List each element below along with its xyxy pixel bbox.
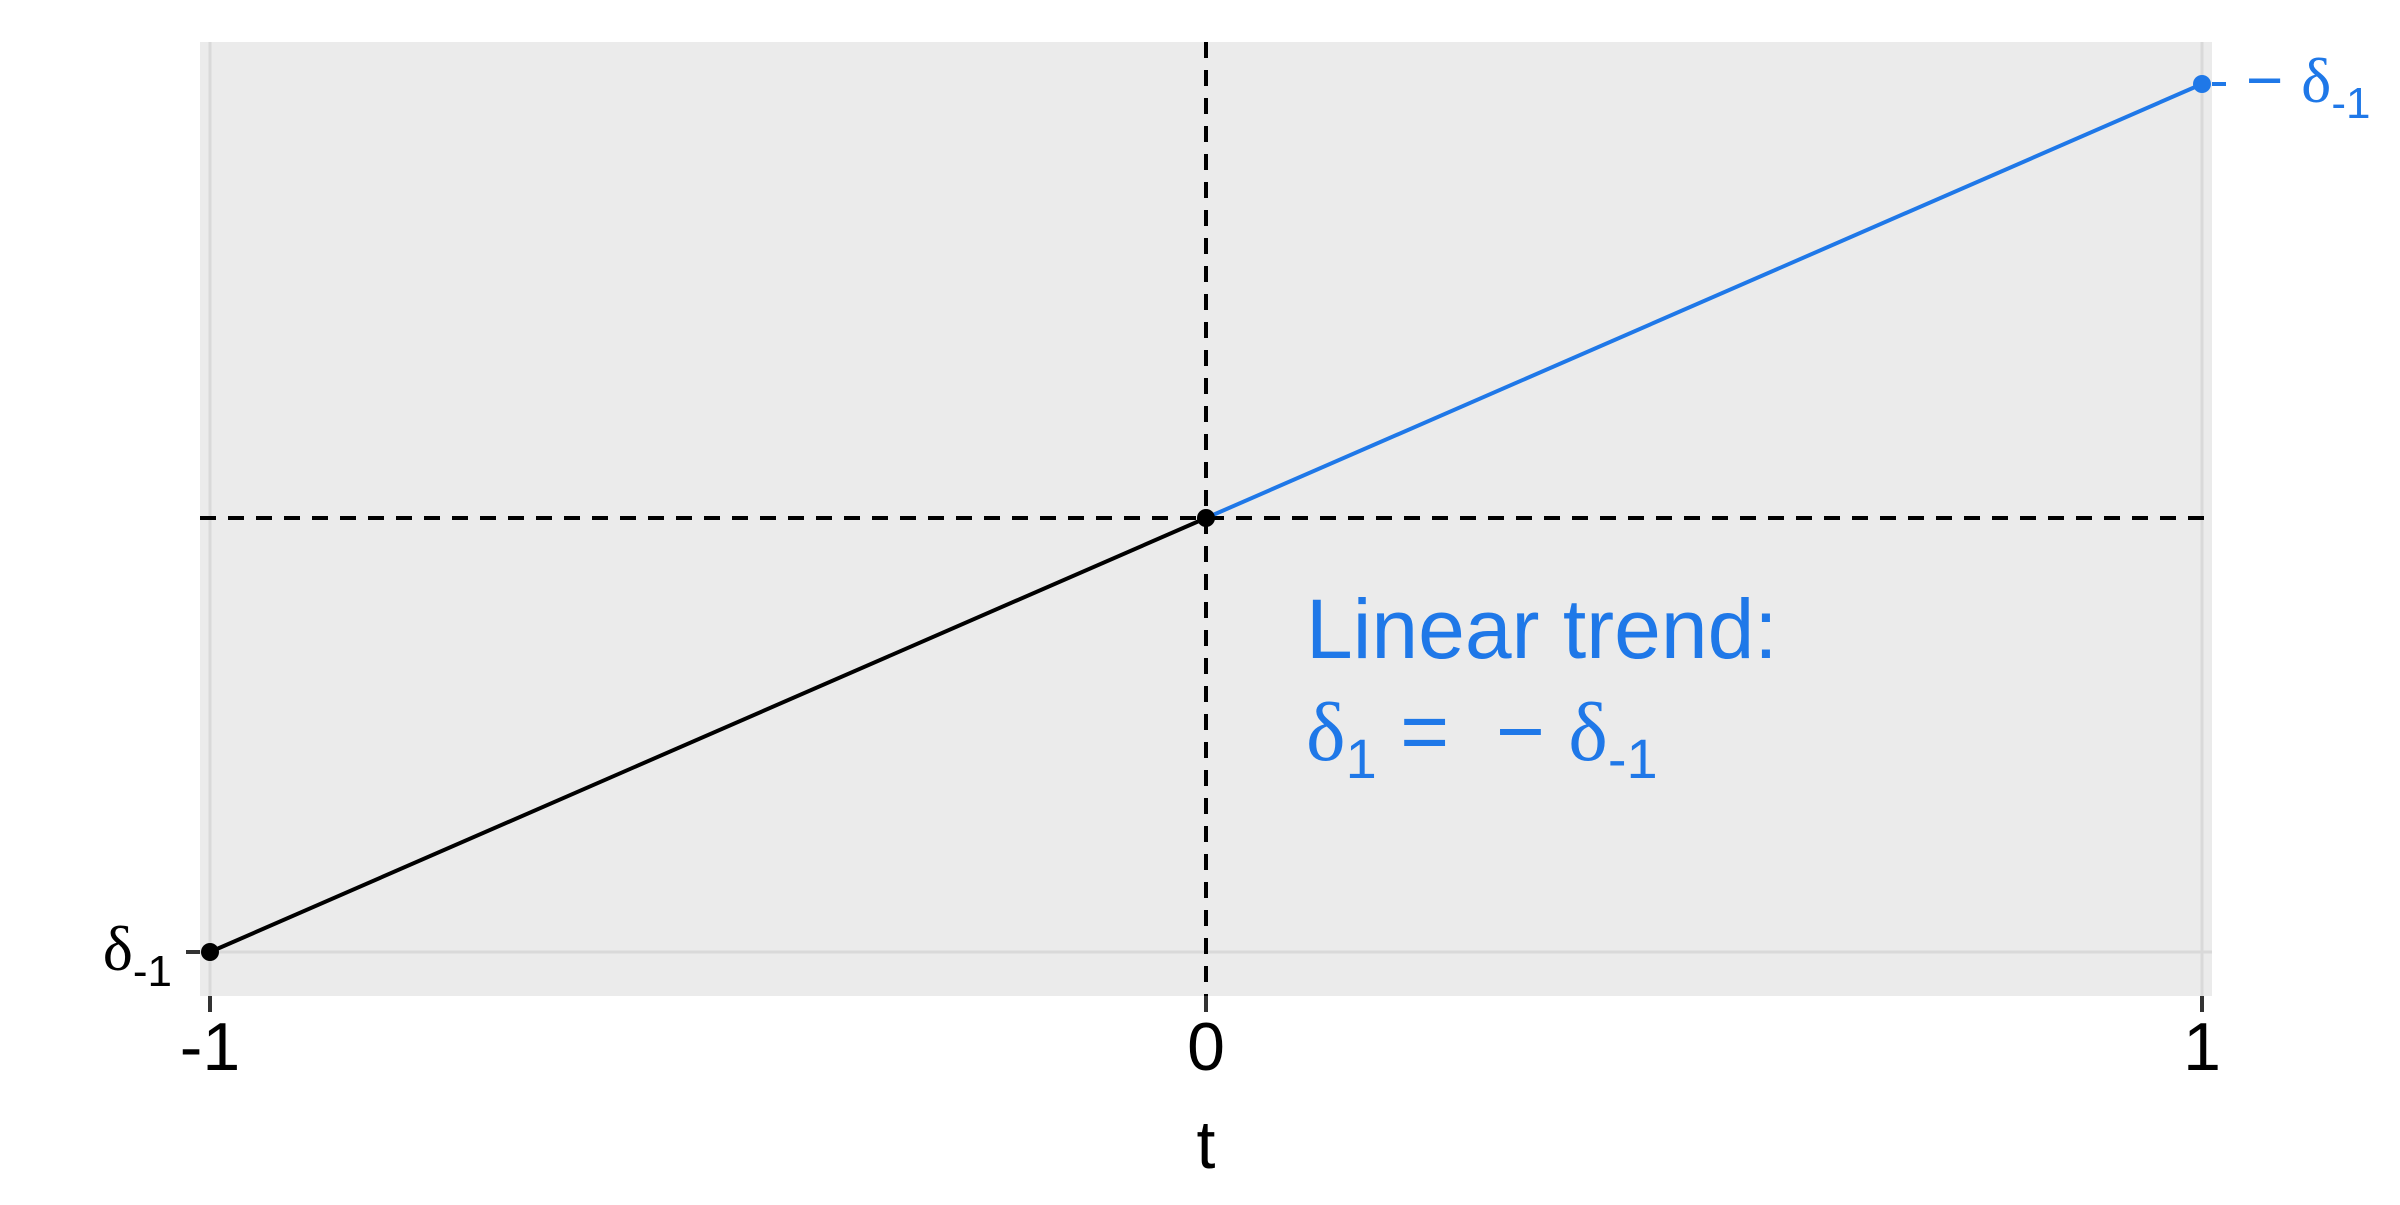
- x-tick-label-2: 1: [2183, 1009, 2221, 1085]
- data-point-1-1: [201, 943, 219, 961]
- annotation-sub-1: 1: [1346, 727, 1377, 790]
- series-line-2: [1205, 82, 2203, 520]
- x-axis-title: t: [1197, 1107, 1216, 1183]
- annotation-title: Linear trend:: [1306, 582, 1778, 676]
- left-label-base: δ: [103, 913, 133, 984]
- annotation-equals: = −: [1377, 684, 1568, 778]
- annotation-equation: δ1 = − δ-1: [1306, 684, 1658, 790]
- annotation-delta-2: δ: [1568, 686, 1608, 779]
- data-point-1-2: [1197, 509, 1215, 527]
- right-label-prefix: −: [2246, 44, 2301, 116]
- svg-text:δ-1: δ-1: [103, 913, 172, 996]
- right-label-base: δ: [2301, 45, 2331, 116]
- right-point-label: − δ-1: [2212, 44, 2370, 128]
- annotation: Linear trend: δ1 = − δ-1: [1306, 582, 1778, 790]
- left-label-sub: -1: [133, 947, 172, 996]
- x-tick-label-1: 0: [1187, 1009, 1225, 1085]
- svg-text:− δ-1: − δ-1: [2246, 44, 2370, 128]
- annotation-sub-2: -1: [1608, 727, 1658, 790]
- left-point-label: δ-1: [103, 913, 200, 996]
- right-label-sub: -1: [2331, 79, 2370, 128]
- data-point-2-1: [2193, 75, 2211, 93]
- x-tick-label-0: -1: [180, 1009, 240, 1085]
- series-group: [201, 75, 2211, 961]
- annotation-delta-1: δ: [1306, 686, 1346, 779]
- x-axis-ticks: -1 0 1: [180, 996, 2221, 1085]
- series-line-1: [209, 516, 1207, 954]
